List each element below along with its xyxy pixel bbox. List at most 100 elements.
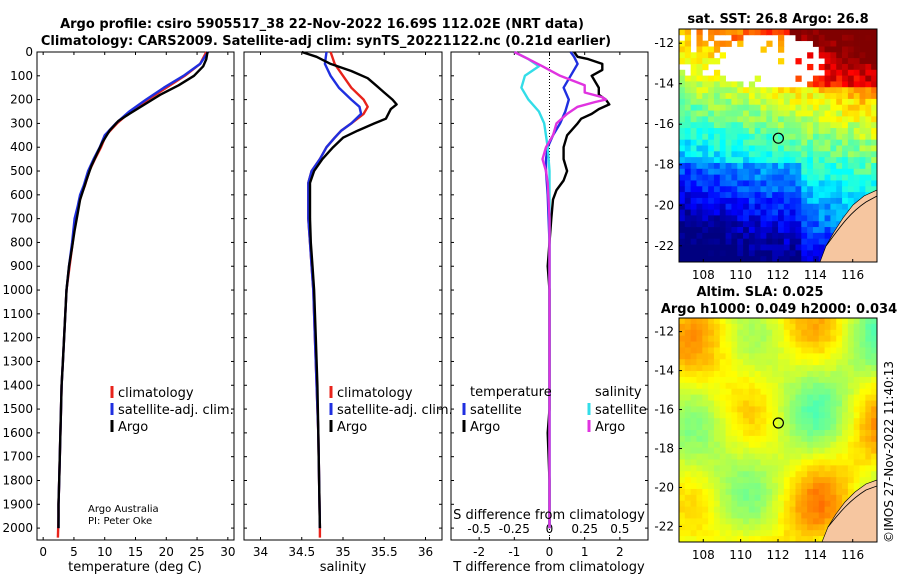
sst-cell — [795, 180, 802, 187]
sst-cell — [789, 215, 796, 222]
sst-cell — [778, 58, 785, 65]
sla-cell — [754, 347, 761, 354]
sla-cell — [772, 506, 779, 513]
sst-cell — [772, 151, 779, 158]
sla-cell — [754, 471, 761, 478]
sla-cell — [725, 400, 732, 407]
sla-cell — [760, 471, 767, 478]
sla-cell — [760, 418, 767, 425]
sst-cell — [696, 256, 703, 262]
sla-cell — [783, 412, 791, 419]
sla-cell — [801, 435, 808, 443]
sla-cell — [737, 483, 744, 490]
sla-cell — [737, 382, 744, 390]
sst-cell — [702, 192, 709, 199]
sla-cell — [684, 518, 692, 525]
sla-cell — [731, 483, 738, 490]
x-tick-label: 0 — [546, 545, 554, 559]
sst-cell — [731, 215, 738, 222]
sst-cell — [824, 215, 831, 222]
sla-cell — [766, 347, 773, 354]
sla-cell — [801, 388, 808, 396]
sst-cell — [783, 180, 791, 187]
sla-cell — [690, 347, 697, 354]
sst-cell — [865, 116, 872, 123]
sla-cell — [818, 335, 825, 342]
sst-cell — [871, 145, 877, 152]
sst-cell — [772, 180, 779, 187]
sla-cell — [754, 376, 761, 384]
sla-cell — [731, 418, 738, 425]
sst-cell — [708, 168, 715, 176]
sst-cell — [731, 133, 738, 141]
sla-cell — [847, 406, 855, 413]
sst-cell — [836, 75, 843, 82]
sst-cell — [807, 34, 814, 42]
sla-cell — [708, 353, 715, 360]
sla-cell — [853, 376, 860, 384]
sst-cell — [696, 197, 703, 205]
sst-cell — [713, 116, 721, 123]
sst-cell — [830, 75, 837, 82]
sst-cell — [830, 34, 837, 42]
sla-cell — [818, 365, 825, 372]
sla-cell — [708, 477, 715, 484]
sst-cell — [679, 122, 686, 129]
sst-cell — [766, 93, 773, 100]
sst-cell — [725, 215, 732, 222]
sla-cell — [737, 400, 744, 407]
sla-cell — [871, 424, 877, 431]
sla-cell — [719, 477, 726, 484]
sst-cell — [824, 29, 831, 36]
sst-cell — [871, 58, 877, 65]
sst-cell — [847, 203, 855, 210]
sst-cell — [865, 174, 872, 181]
sla-cell — [824, 506, 831, 513]
sla-cell — [795, 430, 802, 437]
sst-cell — [801, 34, 808, 42]
sla-cell — [713, 323, 721, 331]
sst-cell — [807, 145, 814, 152]
sst-cell — [783, 116, 791, 123]
sla-cell — [824, 418, 831, 425]
sla-cell — [679, 424, 686, 431]
sst-cell — [830, 93, 837, 100]
sla-cell — [871, 365, 877, 372]
sla-cell — [725, 483, 732, 490]
sla-cell — [684, 477, 692, 484]
sst-cell — [801, 162, 808, 170]
sla-cell — [772, 394, 779, 401]
sla-cell — [684, 483, 692, 490]
sst-cell — [696, 215, 703, 222]
sst-cell — [847, 180, 855, 187]
sla-cell — [708, 518, 715, 525]
sst-cell — [754, 180, 761, 187]
sla-cell — [824, 488, 831, 496]
sst-cell — [795, 58, 802, 65]
sla-cell — [702, 365, 709, 372]
sst-cell — [684, 34, 692, 42]
sla-cell — [719, 371, 726, 378]
sla-cell — [760, 376, 767, 384]
sla-cell — [702, 459, 709, 466]
sst-cell — [748, 186, 756, 193]
sla-cell — [725, 536, 732, 542]
sla-cell — [836, 394, 843, 401]
sst-cell — [725, 128, 732, 135]
sla-cell — [684, 430, 692, 437]
sla-cell — [766, 412, 773, 419]
sst-cell — [737, 157, 744, 164]
sla-cell — [801, 453, 808, 460]
sla-cell — [842, 412, 849, 419]
imos-timestamp: ©IMOS 27-Nov-2022 11:40:13 — [882, 361, 896, 543]
sla-cell — [719, 412, 726, 419]
sla-cell — [737, 459, 744, 466]
sla-cell — [859, 359, 866, 366]
sla-cell — [772, 435, 779, 443]
sst-cell — [853, 58, 860, 65]
sst-cell — [679, 81, 686, 88]
sst-cell — [859, 98, 866, 106]
salinity-axis: 34 34.5 35 35.5 36 — [253, 52, 433, 559]
sla-cell — [847, 453, 855, 460]
sst-cell — [824, 40, 831, 47]
